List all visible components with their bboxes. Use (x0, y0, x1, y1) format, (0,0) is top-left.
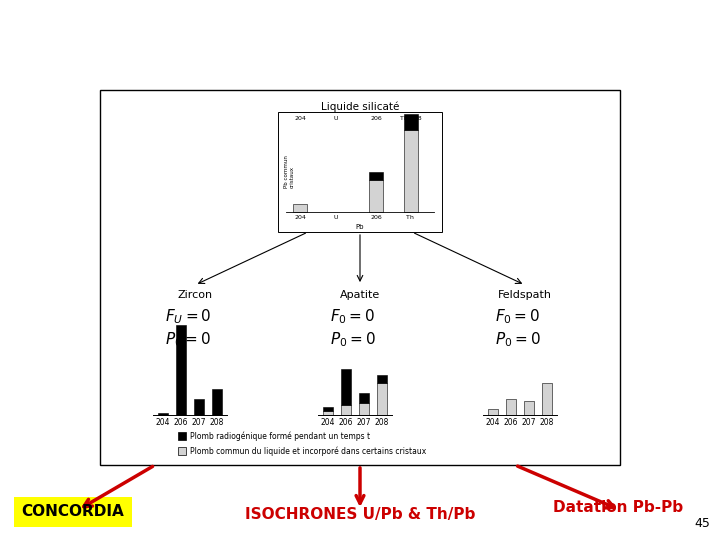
Text: 206: 206 (370, 116, 382, 121)
Bar (377, 383, 387, 415)
Text: 2. Ages isochrones Th/Pb et U/Pb: 2. Ages isochrones Th/Pb et U/Pb (9, 9, 345, 26)
Bar (212, 389, 222, 415)
Text: Zircon: Zircon (177, 290, 212, 300)
Text: $P_0 = 0$: $P_0 = 0$ (165, 330, 211, 349)
Text: 208: 208 (540, 418, 554, 427)
Text: 208: 208 (210, 418, 224, 427)
Text: 204: 204 (294, 116, 306, 121)
Text: Plomb commun du liquide et incorporé dans certains cristaux: Plomb commun du liquide et incorporé dan… (190, 446, 426, 456)
Text: Liquide silicaté: Liquide silicaté (321, 102, 399, 112)
Bar (100, 90, 620, 465)
Bar (323, 407, 333, 411)
Text: 207: 207 (192, 418, 206, 427)
Text: 204: 204 (294, 215, 306, 220)
Text: $F_0 = 0$: $F_0 = 0$ (330, 308, 375, 326)
Bar (178, 447, 186, 455)
Text: ISOCHRONES U/Pb & Th/Pb: ISOCHRONES U/Pb & Th/Pb (245, 508, 475, 523)
Text: Plomb radiogénique formé pendant un temps t: Plomb radiogénique formé pendant un temp… (190, 431, 370, 441)
Bar (341, 405, 351, 415)
Text: U: U (334, 215, 338, 220)
Text: $P_0 = 0$: $P_0 = 0$ (330, 330, 376, 349)
Bar (524, 401, 534, 415)
Text: Feldspath: Feldspath (498, 290, 552, 300)
Text: 208: 208 (375, 418, 390, 427)
Bar (542, 383, 552, 415)
Text: 45: 45 (694, 517, 710, 530)
Text: CONCORDIA: CONCORDIA (22, 504, 125, 519)
Text: 207: 207 (356, 418, 372, 427)
Text: 206: 206 (338, 418, 354, 427)
Bar (369, 172, 383, 180)
Bar (194, 399, 204, 415)
Text: 204: 204 (320, 418, 336, 427)
Bar (158, 413, 168, 415)
Bar (404, 114, 418, 130)
Bar (14, 497, 132, 527)
Bar (404, 130, 418, 212)
Bar (341, 369, 351, 405)
Text: 206: 206 (370, 215, 382, 220)
Text: Pb commun
cristaux: Pb commun cristaux (284, 156, 294, 188)
Text: 204: 204 (486, 418, 500, 427)
Bar (293, 204, 307, 212)
Text: Th 208: Th 208 (400, 116, 422, 121)
Text: 206: 206 (504, 418, 518, 427)
Text: U: U (334, 116, 338, 121)
Text: 204: 204 (156, 418, 170, 427)
Bar (323, 411, 333, 415)
Text: Apatite: Apatite (340, 290, 380, 300)
Bar (278, 112, 442, 232)
Text: $P_0 = 0$: $P_0 = 0$ (495, 330, 541, 349)
Text: La stratégie de datation se fera en fonction du type de minéral: La stratégie de datation se fera en fonc… (73, 50, 547, 63)
Text: 207: 207 (522, 418, 536, 427)
Bar (488, 409, 498, 415)
Text: Pb: Pb (356, 224, 364, 230)
Text: 206: 206 (174, 418, 188, 427)
Bar (369, 180, 383, 212)
Bar (178, 432, 186, 440)
Text: Th: Th (406, 215, 416, 220)
Bar (359, 393, 369, 403)
Text: $F_U = 0$: $F_U = 0$ (165, 308, 212, 326)
Text: Datation Pb-Pb: Datation Pb-Pb (553, 501, 683, 516)
Bar (506, 399, 516, 415)
Text: $F_0 = 0$: $F_0 = 0$ (495, 308, 540, 326)
Bar (359, 403, 369, 415)
Bar (377, 375, 387, 383)
Bar (176, 325, 186, 415)
